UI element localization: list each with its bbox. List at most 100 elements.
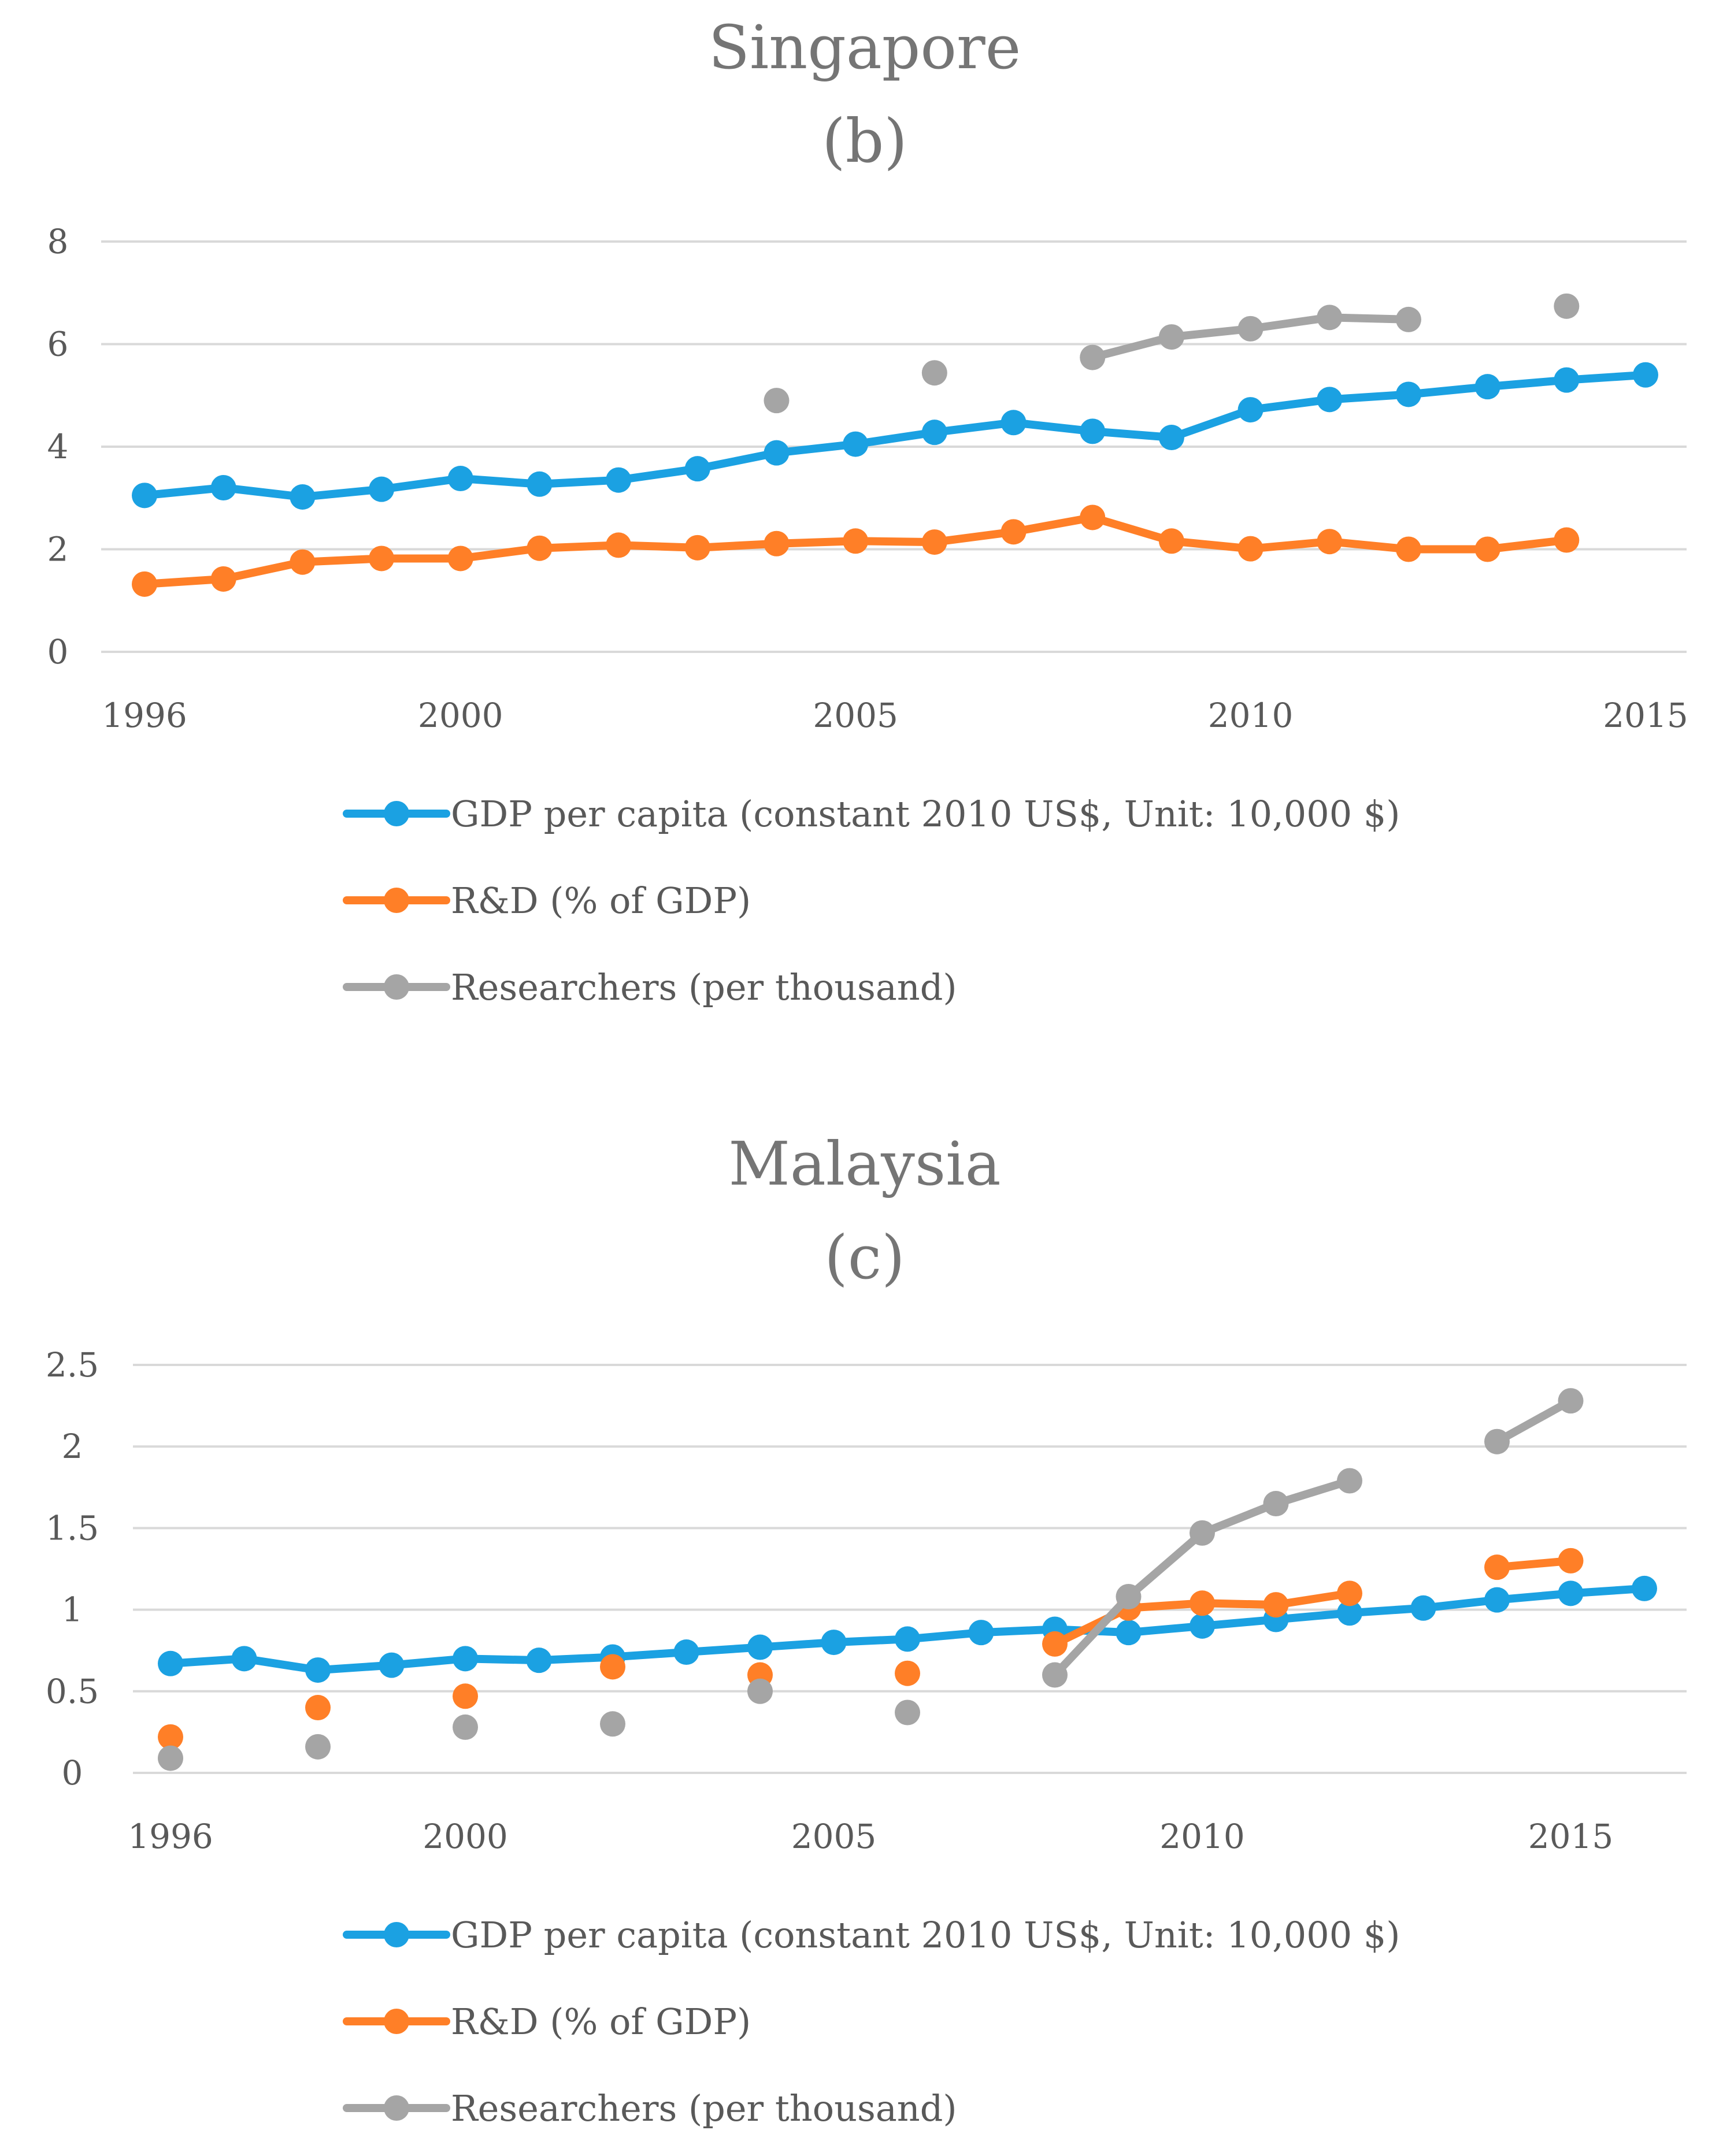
series-line-segment <box>298 485 386 501</box>
x-tick-label: 2015 <box>1528 1817 1614 1856</box>
data-point-rd <box>1263 1592 1289 1618</box>
data-point-rd <box>1554 527 1580 553</box>
data-point-rd <box>1484 1554 1510 1580</box>
series-researchers <box>764 293 1580 414</box>
x-tick-label: 2015 <box>1603 696 1688 735</box>
y-tick-label: 4 <box>47 427 69 466</box>
data-point-rd <box>1080 504 1106 530</box>
data-point-gdp <box>1410 1595 1436 1621</box>
data-point-gdp <box>895 1626 920 1652</box>
series-line-segment <box>1088 513 1176 546</box>
data-point-gdp <box>843 431 869 457</box>
y-tick-label: 0.5 <box>46 1672 99 1711</box>
series-line-segment <box>1404 383 1492 399</box>
plot-singapore: 0 2 4 6 8 1996 2000 2005 2010 2015 <box>47 222 1688 735</box>
data-point-gdp <box>684 456 710 482</box>
data-point-researchers <box>1554 293 1580 319</box>
series-line-segment <box>614 541 702 552</box>
data-point-gdp <box>527 471 553 497</box>
chart-title-malaysia: Malaysia <box>728 1129 1001 1199</box>
y-tick-label: 1 <box>62 1590 83 1630</box>
series-line-segment <box>1009 418 1097 436</box>
data-point-rd <box>1317 529 1343 555</box>
y-tick-label: 1.5 <box>46 1508 99 1548</box>
series-line-segment <box>219 558 307 583</box>
series-line-segment <box>1325 313 1413 324</box>
data-point-researchers <box>895 1699 920 1725</box>
data-point-rd <box>1337 1580 1362 1606</box>
data-point-gdp <box>968 1620 994 1646</box>
legend-marker-researchers <box>384 974 409 1000</box>
series-line-segment <box>535 541 623 552</box>
data-point-gdp <box>1632 1575 1657 1601</box>
data-point-researchers <box>747 1678 773 1704</box>
data-point-researchers <box>1558 1388 1584 1414</box>
data-point-rd <box>921 529 947 555</box>
y-tick-label: 2 <box>47 530 69 569</box>
data-point-researchers <box>1317 305 1343 331</box>
data-point-rd <box>895 1660 920 1686</box>
y-tick-label: 8 <box>47 222 69 261</box>
data-point-rd <box>606 532 632 558</box>
data-point-gdp <box>747 1634 773 1660</box>
legend-label-researchers: Researchers (per thousand) <box>451 2087 957 2129</box>
series-line-segment <box>1124 1528 1206 1601</box>
series-line-segment <box>1483 536 1571 554</box>
chart-subtitle-singapore: (b) <box>822 106 907 176</box>
data-point-gdp <box>1158 425 1184 451</box>
data-point-researchers <box>921 360 947 386</box>
series-line-segment <box>1493 1397 1575 1446</box>
series-line-segment <box>1246 313 1334 333</box>
data-point-rd <box>1395 536 1421 562</box>
series-line-segment <box>930 418 1018 437</box>
y-tick-label: 2 <box>62 1427 83 1466</box>
data-point-rd <box>764 530 790 556</box>
data-point-researchers <box>600 1711 625 1737</box>
series-line-segment <box>1246 537 1334 553</box>
legend-label-rd: R&D (% of GDP) <box>451 880 751 922</box>
data-point-gdp <box>132 483 157 509</box>
data-point-gdp <box>1317 387 1343 413</box>
legend-label-rd: R&D (% of GDP) <box>451 2001 751 2043</box>
data-point-rd <box>1042 1631 1068 1657</box>
data-point-gdp <box>1080 418 1106 444</box>
series-line-segment <box>772 440 860 457</box>
y-tick-label: 6 <box>47 325 69 364</box>
data-point-rd <box>1558 1548 1584 1574</box>
data-point-rd <box>684 535 710 561</box>
data-point-rd <box>1001 519 1027 545</box>
series-line-segment <box>1325 390 1413 404</box>
data-point-rd <box>1158 528 1184 554</box>
data-point-gdp <box>379 1652 405 1678</box>
data-point-researchers <box>764 388 790 414</box>
data-point-gdp <box>606 467 632 493</box>
data-point-researchers <box>1080 344 1106 370</box>
series-line-segment <box>1246 395 1334 414</box>
data-point-gdp <box>673 1639 699 1665</box>
series-line-segment <box>1088 333 1176 362</box>
data-point-researchers <box>1042 1662 1068 1688</box>
data-point-researchers <box>158 1745 183 1771</box>
series-line-segment <box>456 474 544 488</box>
series-line-segment <box>1167 537 1255 553</box>
legend-marker-gdp <box>384 1922 409 1947</box>
data-point-rd <box>305 1695 331 1721</box>
x-tick-label: 2000 <box>423 1817 508 1856</box>
series-line-segment <box>1272 1476 1354 1508</box>
series-line-segment <box>140 574 228 588</box>
data-point-researchers <box>1395 306 1421 332</box>
data-point-researchers <box>1237 316 1263 342</box>
series-line-segment <box>1483 376 1571 391</box>
data-point-gdp <box>921 420 947 446</box>
data-point-rd <box>369 546 395 572</box>
data-point-rd <box>843 528 869 554</box>
series-line-segment <box>693 539 781 552</box>
legend-marker-researchers <box>384 2095 409 2121</box>
data-point-gdp <box>1001 410 1027 436</box>
data-point-gdp <box>821 1630 847 1656</box>
data-point-gdp <box>290 484 316 510</box>
series-line-segment <box>1562 370 1650 384</box>
data-point-researchers <box>1337 1468 1362 1494</box>
series-gdp <box>132 362 1658 510</box>
legend-label-gdp: GDP per capita (constant 2010 US$, Unit:… <box>451 1914 1400 1956</box>
